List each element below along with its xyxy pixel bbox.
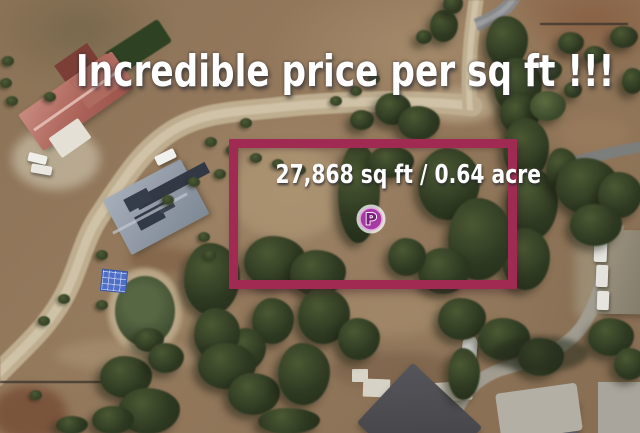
headline: Incredible price per sq ft !!! xyxy=(0,46,640,97)
shrub xyxy=(204,250,216,260)
tree xyxy=(584,46,606,64)
shrub xyxy=(205,137,217,147)
tree xyxy=(614,348,640,380)
tree xyxy=(278,343,330,405)
tree xyxy=(350,110,374,130)
shrub xyxy=(214,169,226,179)
tree xyxy=(228,373,280,415)
shrub xyxy=(58,294,70,304)
tree xyxy=(338,318,380,360)
tree xyxy=(610,26,638,48)
shrub xyxy=(272,159,284,169)
fence-line xyxy=(540,23,628,25)
shrub xyxy=(44,92,56,102)
shrub xyxy=(198,232,210,242)
shrub xyxy=(294,165,306,175)
tree xyxy=(258,408,320,433)
shrub xyxy=(188,177,200,187)
tree xyxy=(92,406,134,433)
terrain-patch xyxy=(230,145,345,240)
tree xyxy=(416,30,432,44)
tree xyxy=(558,32,584,54)
tree xyxy=(148,343,184,373)
marker-disc xyxy=(359,207,383,231)
area-label-text: 27,868 sq ft / 0.64 acre xyxy=(275,160,542,190)
headline-text: Incredible price per sq ft !!! xyxy=(75,46,615,97)
parcel-outline: 27,868 sq ft / 0.64 acre xyxy=(229,139,541,289)
marker-glow-ring xyxy=(356,204,386,234)
shrub xyxy=(2,56,14,66)
concrete-driveway xyxy=(598,382,640,433)
tree xyxy=(56,416,88,433)
area-label: 27,868 sq ft / 0.64 acre xyxy=(238,160,541,190)
shrub xyxy=(368,74,380,84)
tree-shadow xyxy=(492,336,588,372)
tree xyxy=(398,106,440,140)
tree xyxy=(622,68,640,94)
tree xyxy=(430,10,458,42)
tree xyxy=(388,238,426,276)
shrub xyxy=(250,153,262,163)
tree xyxy=(564,82,582,98)
marker-letter: P xyxy=(365,210,377,229)
tree xyxy=(448,348,480,400)
shrub xyxy=(96,250,108,260)
shrub xyxy=(38,316,50,326)
dirt-path-center xyxy=(466,0,480,111)
shrub xyxy=(0,78,12,88)
shrub xyxy=(30,390,42,400)
shrub xyxy=(350,86,362,96)
fence-line xyxy=(0,381,140,383)
tree xyxy=(570,204,622,246)
tree xyxy=(530,91,566,121)
shrub xyxy=(330,96,342,106)
tree xyxy=(443,0,463,14)
tree xyxy=(368,146,414,178)
shrub xyxy=(6,96,18,106)
shrub xyxy=(240,118,252,128)
paved-road-center xyxy=(475,0,516,28)
shrub xyxy=(96,300,108,310)
parcel-marker-pin[interactable]: P xyxy=(349,197,393,241)
tree xyxy=(540,60,562,80)
shrub xyxy=(162,195,174,205)
